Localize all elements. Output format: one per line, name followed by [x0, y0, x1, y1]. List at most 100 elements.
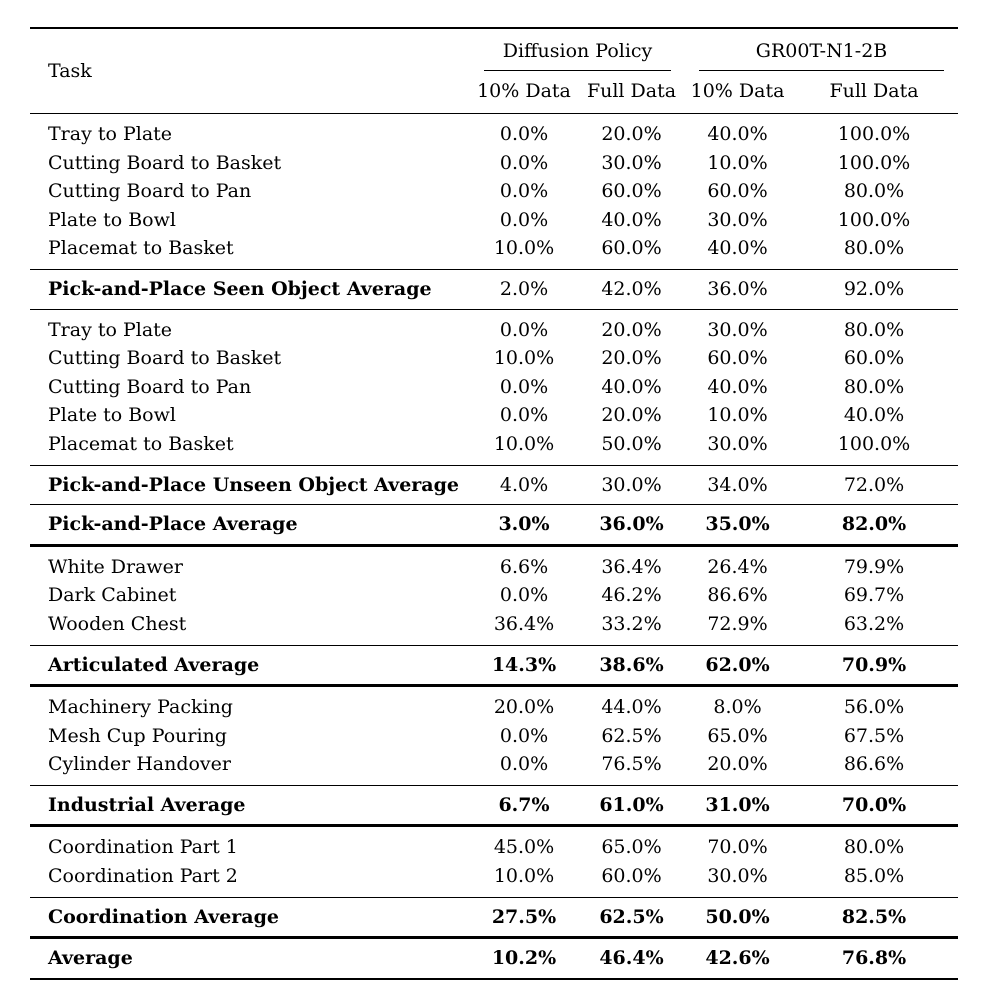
success-rate-value: 60.0% — [707, 347, 768, 370]
summary-value: 70.0% — [790, 784, 959, 828]
success-rate-value: 40.0% — [707, 237, 768, 260]
task-name: Coordination Part 2 — [48, 865, 238, 888]
success-rate-value: 60.0% — [843, 347, 905, 370]
table-row: Cutting Board to Basket 10.0% 20.0% 60.0% 60… — [30, 344, 958, 373]
task-name: White Drawer — [48, 555, 183, 578]
summary-value: 76.8% — [790, 937, 959, 980]
success-rate-value: 60.0% — [601, 180, 662, 203]
success-rate-value: 46.2% — [601, 584, 662, 607]
success-rate-value: 40.0% — [707, 375, 768, 398]
success-rate-value: 63.2% — [843, 612, 905, 635]
summary-value: 35.0% — [685, 504, 791, 547]
success-rate-value: 80.0% — [843, 237, 905, 260]
summary-value: 82.5% — [790, 896, 959, 940]
column-header-dp-full-data: Full Data — [578, 71, 686, 114]
success-rate-value: 0.0% — [499, 318, 549, 341]
table-row: Tray to Plate 0.0% 20.0% 30.0% 80.0% — [30, 309, 958, 344]
task-name: Dark Cabinet — [48, 584, 177, 607]
success-rate-value: 36.4% — [493, 612, 555, 635]
summary-value: 50.0% — [685, 896, 791, 940]
success-rate-value: 20.0% — [601, 347, 662, 370]
success-rate-value: 20.0% — [601, 123, 662, 145]
summary-label: Pick-and-Place Unseen Object Average — [30, 464, 470, 506]
success-rate-value: 44.0% — [601, 696, 662, 719]
summary-value: 72.0% — [790, 464, 959, 506]
table-row: Plate to Bowl 0.0% 20.0% 10.0% 40.0% — [30, 401, 958, 430]
success-rate-value: 40.0% — [601, 375, 662, 398]
success-rate-value: 10.0% — [493, 237, 555, 260]
task-name: Mesh Cup Pouring — [48, 724, 227, 747]
results-table: Task Diffusion Policy GR00T-N1-2B 10% Da… — [30, 27, 959, 980]
success-rate-value: 33.2% — [601, 612, 662, 635]
summary-value: 61.0% — [578, 784, 686, 828]
success-rate-value: 69.7% — [843, 584, 905, 607]
success-rate-value: 30.0% — [707, 208, 768, 231]
success-rate-value: 79.9% — [843, 555, 905, 578]
table-row: Mesh Cup Pouring 0.0% 62.5% 65.0% 67.5% — [30, 722, 958, 751]
success-rate-value: 0.0% — [499, 180, 549, 203]
summary-label: Articulated Average — [30, 644, 470, 688]
summary-value: 4.0% — [470, 464, 578, 506]
success-rate-value: 100.0% — [837, 208, 911, 231]
success-rate-value: 40.0% — [707, 123, 768, 145]
task-name: Cutting Board to Basket — [48, 151, 282, 174]
success-rate-value: 0.0% — [499, 375, 549, 398]
summary-row-coordination: Coordination Average 27.5% 62.5% 50.0% 82.5% — [30, 896, 959, 940]
summary-label: Industrial Average — [30, 784, 470, 828]
table-row: Tray to Plate 0.0% 20.0% 40.0% 100.0% — [30, 114, 958, 149]
table-row: Plate to Bowl 0.0% 40.0% 30.0% 100.0% — [30, 206, 958, 235]
success-rate-value: 20.0% — [493, 696, 555, 719]
success-rate-value: 0.0% — [499, 208, 549, 231]
success-rate-value: 72.9% — [707, 612, 768, 635]
table-row: Cutting Board to Pan 0.0% 60.0% 60.0% 80.0% — [30, 177, 958, 206]
column-header-task: Task — [30, 27, 470, 114]
task-name: Placemat to Basket — [48, 237, 234, 260]
group-label-diffusion-policy: Diffusion Policy — [484, 38, 672, 71]
summary-value: 2.0% — [470, 268, 578, 310]
success-rate-value: 80.0% — [843, 180, 905, 203]
success-rate-value: 62.5% — [601, 724, 662, 747]
column-group-gr00t-n1-2b: GR00T-N1-2B — [685, 27, 959, 71]
summary-value: 46.4% — [578, 937, 686, 980]
table-row: Cutting Board to Basket 0.0% 30.0% 10.0% 100… — [30, 149, 958, 178]
summary-row-articulated: Articulated Average 14.3% 38.6% 62.0% 70.9% — [30, 644, 959, 688]
success-rate-value: 80.0% — [843, 318, 905, 341]
success-rate-value: 30.0% — [707, 432, 768, 455]
success-rate-value: 67.5% — [843, 724, 905, 747]
column-header-dp-10pct-data: 10% Data — [470, 71, 578, 114]
success-rate-value: 10.0% — [707, 404, 768, 427]
table-row: Coordination Part 2 10.0% 60.0% 30.0% 85.0% — [30, 862, 958, 897]
summary-value: 34.0% — [685, 464, 791, 506]
success-rate-value: 0.0% — [499, 724, 549, 747]
summary-row-industrial: Industrial Average 6.7% 61.0% 31.0% 70.0% — [30, 784, 959, 828]
success-rate-value: 10.0% — [493, 865, 555, 888]
table-body: Tray to Plate 0.0% 20.0% 40.0% 100.0% Cutting… — [30, 114, 959, 980]
table-row: Cylinder Handover 0.0% 76.5% 20.0% 86.6% — [30, 750, 958, 785]
table-row: Dark Cabinet 0.0% 46.2% 86.6% 69.7% — [30, 581, 958, 610]
task-name: Cutting Board to Pan — [48, 180, 252, 203]
summary-value: 38.6% — [578, 644, 686, 688]
success-rate-value: 80.0% — [843, 375, 905, 398]
summary-label: Pick-and-Place Seen Object Average — [30, 268, 470, 310]
success-rate-value: 40.0% — [601, 208, 662, 231]
success-rate-value: 0.0% — [499, 151, 549, 174]
success-rate-value: 56.0% — [843, 696, 905, 719]
success-rate-value: 60.0% — [707, 180, 768, 203]
task-name: Coordination Part 1 — [48, 836, 238, 859]
summary-value: 62.0% — [685, 644, 791, 688]
summary-row-pick-and-place-seen: Pick-and-Place Seen Object Average 2.0% 42… — [30, 268, 959, 310]
task-name: Cutting Board to Basket — [48, 347, 282, 370]
summary-value: 36.0% — [578, 504, 686, 547]
success-rate-value: 10.0% — [493, 347, 555, 370]
summary-value: 14.3% — [470, 644, 578, 688]
summary-value: 27.5% — [470, 896, 578, 940]
summary-value: 36.0% — [685, 268, 791, 310]
table-row: Placemat to Basket 10.0% 50.0% 30.0% 100.0% — [30, 430, 958, 465]
table-row: Coordination Part 1 45.0% 65.0% 70.0% 80.0% — [30, 826, 958, 862]
column-group-diffusion-policy: Diffusion Policy — [470, 27, 686, 71]
header-group-row: Task Diffusion Policy GR00T-N1-2B — [30, 27, 959, 114]
summary-row-pick-and-place-average: Pick-and-Place Average 3.0% 36.0% 35.0% 82.0… — [30, 504, 959, 547]
summary-value: 3.0% — [470, 504, 578, 547]
success-rate-value: 0.0% — [499, 404, 549, 427]
